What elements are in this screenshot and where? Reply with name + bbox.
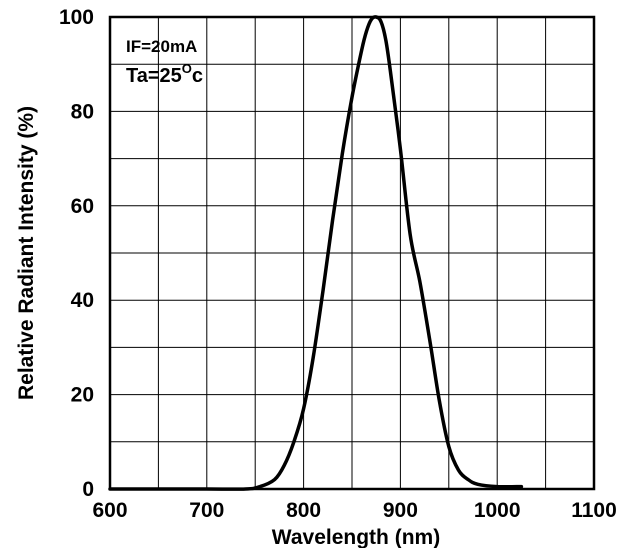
- degree-mark: O: [182, 61, 192, 76]
- x-tick-label: 700: [189, 499, 224, 522]
- x-axis-title: Wavelength (nm): [272, 526, 440, 548]
- x-tick-label: 800: [286, 499, 321, 522]
- grid: [110, 17, 594, 489]
- x-tick-labels: 600 700 800 900 1000 1100: [92, 499, 616, 522]
- x-tick-label: 900: [383, 499, 418, 522]
- ambient-unit: c: [192, 65, 203, 87]
- plot-frame: [108, 15, 596, 491]
- ambient-prefix: Ta=25: [126, 65, 182, 87]
- y-tick-label: 100: [59, 6, 94, 29]
- y-tick-label: 80: [71, 100, 94, 123]
- condition-current-note: IF=20mA: [126, 37, 197, 56]
- series-line: [108, 15, 524, 491]
- y-axis-title: Relative Radiant Intensity (%): [15, 106, 38, 400]
- y-tick-label: 0: [82, 478, 94, 501]
- ambient-temperature-note: Ta=25Oc: [126, 61, 203, 87]
- y-tick-labels: 0 20 40 60 80 100: [59, 6, 94, 501]
- x-tick-label: 1100: [571, 499, 617, 522]
- x-tick-label: 1000: [474, 499, 521, 522]
- y-tick-label: 40: [71, 289, 94, 312]
- x-tick-label: 600: [92, 499, 127, 522]
- y-tick-label: 20: [71, 384, 94, 407]
- y-tick-label: 60: [71, 195, 94, 218]
